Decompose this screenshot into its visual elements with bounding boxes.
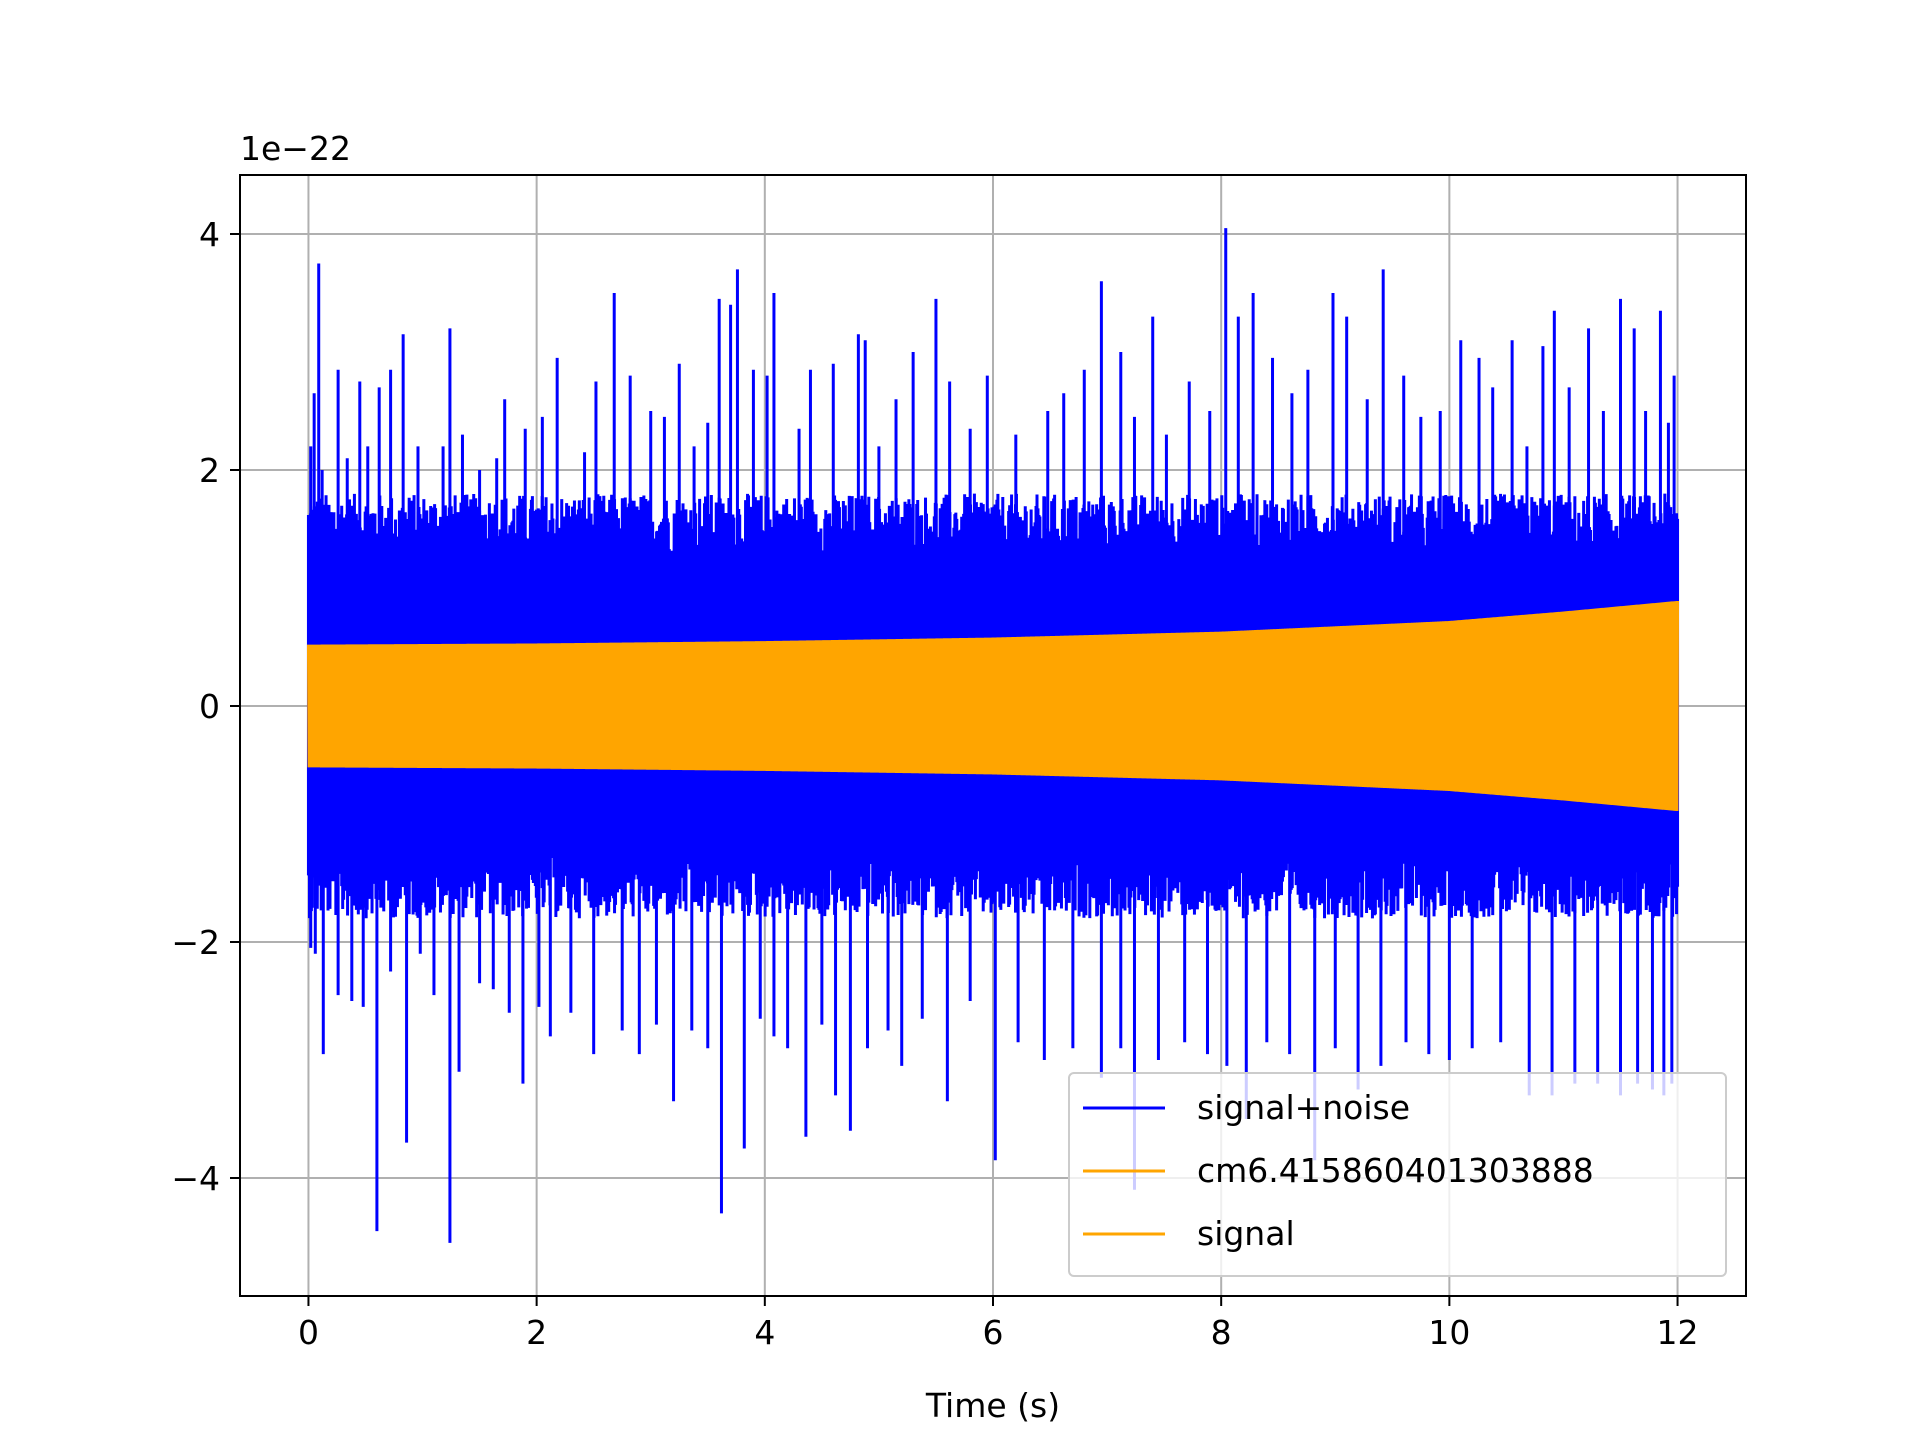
y-offset-label: 1e−22 xyxy=(240,129,351,168)
signal-trace xyxy=(306,600,1680,811)
legend-label-cm: cm6.415860401303888 xyxy=(1197,1151,1594,1190)
x-tick-label: 6 xyxy=(983,1313,1004,1352)
legend: signal+noise cm6.415860401303888 signal xyxy=(1068,1072,1727,1277)
y-tick-label: 0 xyxy=(199,687,220,726)
x-tick-label: 0 xyxy=(298,1313,319,1352)
x-tick-label: 8 xyxy=(1211,1313,1232,1352)
x-tick-label: 12 xyxy=(1657,1313,1699,1352)
y-tick-label: 4 xyxy=(199,215,220,254)
plot-series xyxy=(306,228,1680,1243)
x-tick-label: 4 xyxy=(754,1313,775,1352)
x-axis-label: Time (s) xyxy=(925,1386,1060,1425)
y-tick-label: −2 xyxy=(171,923,220,962)
legend-label-signal: signal xyxy=(1197,1214,1295,1253)
legend-label-signal-noise: signal+noise xyxy=(1197,1088,1410,1127)
y-tick-label: 2 xyxy=(199,451,220,490)
x-tick-label: 2 xyxy=(526,1313,547,1352)
series-signal xyxy=(306,600,1680,811)
x-tick-label: 10 xyxy=(1428,1313,1470,1352)
axis-ticks: 0 2 4 6 8 10 12 −4 −2 0 2 4 xyxy=(171,215,1698,1352)
legend-box xyxy=(1068,1072,1727,1277)
y-tick-label: −4 xyxy=(171,1159,220,1198)
